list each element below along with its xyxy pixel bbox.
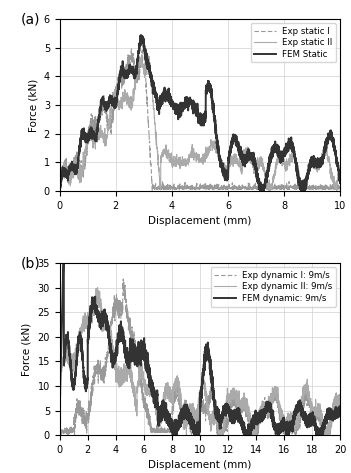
Exp static I xyxy=(58,181,62,187)
FEM dynamic: 9m/s: (20, 4.34): 9m/s: (20, 4.34) xyxy=(338,411,343,417)
X-axis label: Displacement (mm): Displacement (mm) xyxy=(148,460,252,471)
Exp dynamic I: 9m/s: (20, 6.68): 9m/s: (20, 6.68) xyxy=(338,400,343,405)
X-axis label: Displacement (mm): Displacement (mm) xyxy=(148,216,252,226)
FEM Static xyxy=(303,187,307,193)
Exp dynamic I: 9m/s: (19.6, 5.74): 9m/s: (19.6, 5.74) xyxy=(333,404,337,410)
FEM Static xyxy=(106,101,111,106)
Exp dynamic II: 9m/s: (9.03, 0): 9m/s: (9.03, 0) xyxy=(184,432,188,438)
Exp dynamic II: 9m/s: (3.47, 22.8): 9m/s: (3.47, 22.8) xyxy=(106,320,111,326)
Exp dynamic II: 9m/s: (19.6, 7.08): 9m/s: (19.6, 7.08) xyxy=(333,397,337,403)
FEM Static xyxy=(333,149,337,154)
Exp dynamic I: 9m/s: (8.55, 7.27): 9m/s: (8.55, 7.27) xyxy=(178,396,182,402)
FEM Static xyxy=(178,104,182,110)
FEM dynamic: 9m/s: (8.57, 2.07): 9m/s: (8.57, 2.07) xyxy=(178,422,182,428)
Exp static II xyxy=(330,170,335,175)
Exp dynamic II: 9m/s: (2.7, 30): 9m/s: (2.7, 30) xyxy=(95,285,100,290)
FEM dynamic: 9m/s: (18.4, 0): 9m/s: (18.4, 0) xyxy=(316,432,320,438)
FEM dynamic: 9m/s: (0.255, 35): 9m/s: (0.255, 35) xyxy=(61,260,65,266)
FEM Static xyxy=(58,184,62,190)
Exp static I xyxy=(330,182,335,187)
Exp dynamic I: 9m/s: (0, 0.899): 9m/s: (0, 0.899) xyxy=(58,428,62,434)
FEM Static xyxy=(139,33,143,38)
Exp static I xyxy=(331,184,335,190)
Exp static II xyxy=(58,188,62,194)
FEM dynamic: 9m/s: (0, 4.62): 9m/s: (0, 4.62) xyxy=(58,410,62,415)
Exp dynamic I: 9m/s: (0.133, 0): 9m/s: (0.133, 0) xyxy=(59,432,64,438)
Exp static II xyxy=(194,151,198,157)
Exp dynamic I: 9m/s: (3.47, 18.4): 9m/s: (3.47, 18.4) xyxy=(106,342,111,348)
Exp static I xyxy=(58,188,62,194)
Legend: Exp static I, Exp static II, FEM Static: Exp static I, Exp static II, FEM Static xyxy=(251,23,336,62)
Exp dynamic I: 9m/s: (4.53, 31.8): 9m/s: (4.53, 31.8) xyxy=(121,276,125,282)
Text: (a): (a) xyxy=(20,12,40,26)
Exp static II xyxy=(187,156,191,161)
Legend: Exp dynamic I: 9m/s, Exp dynamic II: 9m/s, FEM dynamic: 9m/s: Exp dynamic I: 9m/s, Exp dynamic II: 9m/… xyxy=(211,267,336,307)
Exp dynamic I: 9m/s: (2.29, 9.37): 9m/s: (2.29, 9.37) xyxy=(90,386,94,392)
Exp dynamic II: 9m/s: (7.68, 10.1): 9m/s: (7.68, 10.1) xyxy=(165,383,170,388)
Exp dynamic I: 9m/s: (7.68, 0.66): 9m/s: (7.68, 0.66) xyxy=(165,429,170,435)
Line: Exp dynamic I: 9m/s: Exp dynamic I: 9m/s xyxy=(60,279,340,435)
FEM Static xyxy=(90,125,94,131)
FEM dynamic: 9m/s: (19.4, 3.48): 9m/s: (19.4, 3.48) xyxy=(330,415,334,421)
Exp dynamic II: 9m/s: (8.54, 8.34): 9m/s: (8.54, 8.34) xyxy=(178,391,182,397)
FEM dynamic: 9m/s: (14.5, 4.5): 9m/s: (14.5, 4.5) xyxy=(262,410,266,416)
Line: FEM Static: FEM Static xyxy=(60,35,340,191)
Exp static I xyxy=(338,184,343,189)
Exp static II xyxy=(140,52,144,58)
Y-axis label: Force (kN): Force (kN) xyxy=(28,79,38,131)
FEM Static xyxy=(165,96,170,102)
Exp static I xyxy=(72,157,76,163)
Line: FEM dynamic: 9m/s: FEM dynamic: 9m/s xyxy=(60,263,340,435)
Line: Exp static I: Exp static I xyxy=(60,43,340,191)
FEM Static xyxy=(338,177,343,183)
Exp static I xyxy=(279,185,283,191)
Exp static II xyxy=(279,152,283,158)
Exp dynamic II: 9m/s: (20, 7.13): 9m/s: (20, 7.13) xyxy=(338,397,343,403)
Y-axis label: Force (kN): Force (kN) xyxy=(22,323,32,376)
Exp dynamic II: 9m/s: (17.5, 8.2): 9m/s: (17.5, 8.2) xyxy=(303,392,307,398)
Exp static II xyxy=(72,170,76,176)
FEM Static xyxy=(58,188,62,194)
Line: Exp static II: Exp static II xyxy=(60,55,340,191)
Exp static II xyxy=(330,175,335,181)
Exp static I xyxy=(142,40,146,45)
Exp dynamic I: 9m/s: (17.5, 8.76): 9m/s: (17.5, 8.76) xyxy=(303,389,307,395)
Exp dynamic II: 9m/s: (0, 14.4): 9m/s: (0, 14.4) xyxy=(58,361,62,367)
Exp static II xyxy=(338,168,343,174)
Text: (b): (b) xyxy=(20,256,40,270)
FEM dynamic: 9m/s: (8.05, 0): 9m/s: (8.05, 0) xyxy=(171,432,175,438)
Exp dynamic II: 9m/s: (2.28, 24.6): 9m/s: (2.28, 24.6) xyxy=(90,311,94,317)
Exp static I xyxy=(194,184,199,189)
Line: Exp dynamic II: 9m/s: Exp dynamic II: 9m/s xyxy=(60,288,340,435)
FEM dynamic: 9m/s: (8.41, 2.16): 9m/s: (8.41, 2.16) xyxy=(176,422,180,428)
Exp static I xyxy=(187,185,191,191)
FEM dynamic: 9m/s: (9.51, 2.11): 9m/s: (9.51, 2.11) xyxy=(191,422,195,428)
